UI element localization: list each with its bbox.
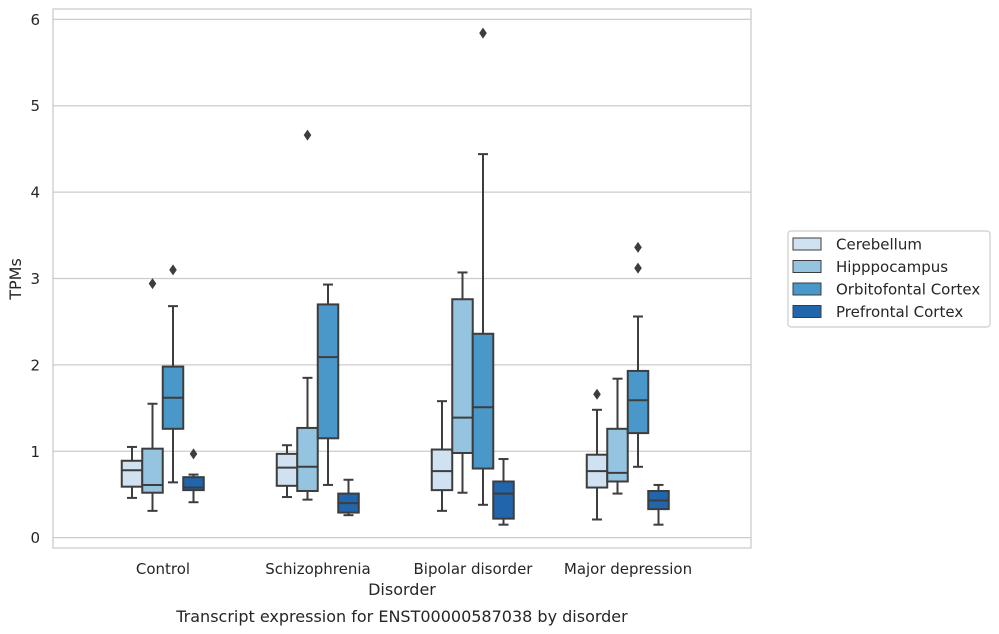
x-axis-label: Disorder (368, 580, 436, 599)
y-axis-label: TPMs (6, 258, 25, 301)
outlier-point (479, 27, 487, 39)
box-iqr (141, 447, 164, 494)
box-hipppocampus (141, 278, 164, 512)
y-tick-label: 3 (30, 270, 40, 288)
box-iqr (430, 448, 454, 492)
box-orbitofontal-cortex (161, 264, 185, 484)
y-tick-label: 4 (30, 184, 40, 202)
y-tick-label: 1 (30, 443, 40, 461)
y-tick-label: 0 (30, 529, 40, 547)
outlier-point (169, 264, 177, 276)
box-iqr (120, 459, 144, 488)
box-cerebellum (430, 400, 454, 512)
box-orbitofontal-cortex (471, 27, 495, 506)
legend-swatch (792, 260, 822, 273)
y-tick-label: 2 (30, 356, 40, 374)
y-axis-ticks: 0 1 2 3 4 5 6 (30, 11, 40, 547)
x-axis-ticks: Control Schizophrenia Bipolar disorder Majo… (136, 560, 692, 578)
box-orbitofontal-cortex (626, 241, 650, 468)
outlier-point (634, 262, 642, 274)
outlier-point (303, 129, 312, 141)
y-tick-label: 5 (30, 97, 40, 115)
box-iqr (492, 480, 515, 520)
outlier-point (593, 388, 601, 400)
box-prefrontal-cortex (492, 458, 515, 526)
legend: Cerebellum Hipppocampus Orbitofontal Corte… (787, 230, 991, 328)
box-hipppocampus (606, 377, 629, 495)
box-iqr (451, 298, 474, 454)
box-cerebellum (275, 444, 299, 499)
grid-lines (53, 18, 751, 539)
box-iqr (606, 427, 629, 483)
x-tick-label: Bipolar disorder (414, 560, 534, 578)
legend-label: Orbitofontal Cortex (836, 281, 980, 299)
x-tick-label: Major depression (564, 560, 692, 578)
box-hipppocampus (451, 271, 474, 494)
chart-caption: Transcript expression for ENST0000058703… (175, 607, 628, 626)
box-prefrontal-cortex (647, 483, 670, 526)
box-iqr (296, 426, 319, 492)
legend-swatch (792, 305, 822, 318)
legend-swatch (792, 237, 822, 251)
plot-frame (52, 8, 752, 549)
y-tick-label: 6 (30, 11, 40, 29)
box-iqr (316, 303, 340, 440)
box-orbitofontal-cortex (316, 283, 340, 486)
x-tick-label: Schizophrenia (265, 560, 370, 578)
box-plot-area (120, 27, 670, 526)
box-prefrontal-cortex (182, 448, 205, 504)
outlier-point (148, 278, 157, 290)
box-iqr (275, 452, 299, 487)
box-hipppocampus (296, 129, 319, 501)
legend-label: Prefrontal Cortex (836, 303, 963, 321)
legend-swatch (792, 282, 822, 296)
box-iqr (626, 369, 650, 435)
x-tick-label: Control (136, 560, 190, 578)
legend-label: Hipppocampus (836, 258, 948, 276)
box-iqr (471, 332, 495, 470)
outlier-point (634, 241, 642, 253)
outlier-point (189, 448, 198, 460)
box-cerebellum (585, 388, 609, 521)
legend-label: Cerebellum (836, 236, 922, 254)
legend-frame (787, 230, 991, 328)
box-prefrontal-cortex (337, 478, 360, 517)
box-cerebellum (120, 445, 144, 499)
